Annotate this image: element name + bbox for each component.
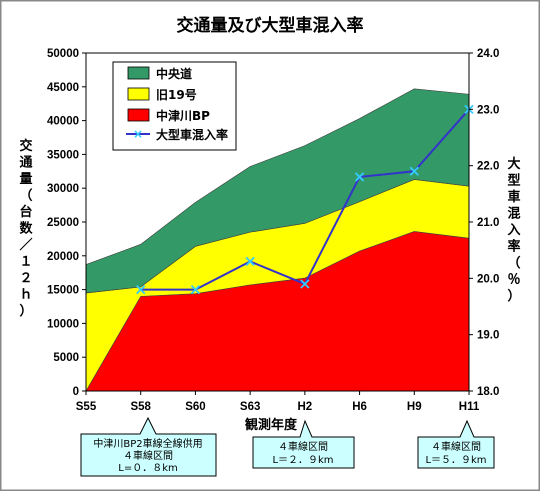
annotation-1: 中津川BP2車線全線供用 ４車線区間 L=０．８km — [80, 416, 217, 477]
x-tick-label-6: H9 — [407, 401, 422, 413]
ratio-point-0 — [136, 284, 146, 295]
ratio-point-5 — [409, 166, 419, 176]
annotation-2: ４車線区間 L＝２．９km — [252, 419, 355, 469]
annotation-1-line-3: L=０．８km — [118, 463, 177, 474]
y2-tick-label-3: 21.0 — [477, 217, 499, 229]
y2-tick-label-0: 18.0 — [477, 386, 499, 398]
y-tick-label-2: 10000 — [47, 318, 79, 330]
left-axis-ticks: 0 5000 10000 15000 20000 25000 30000 35000 40000… — [47, 48, 86, 398]
chart-title: 交通量及び大型車混入率 — [177, 15, 364, 36]
x-axis-ticks: S55 S58 S60 S63 H2 H6 H9 H11 — [76, 391, 480, 413]
x-tick-label-1: S58 — [130, 401, 151, 413]
y-tick-label-0: 0 — [73, 386, 79, 398]
y-axis-label-char-9: ｈ — [19, 288, 32, 303]
legend-swatch-chuodo — [127, 66, 150, 80]
legend-label-ratio: 大型車混入率 — [156, 127, 228, 142]
y-axis-label-char-7: １ — [19, 255, 32, 270]
ratio-point-3 — [300, 279, 310, 289]
y2-axis-label-char-0: 大 — [507, 156, 520, 172]
y-tick-label-6: 30000 — [47, 183, 79, 195]
y-tick-label-4: 20000 — [47, 251, 79, 263]
y-axis-label-char-0: 交 — [19, 138, 32, 154]
y-axis-label-char-10: ） — [19, 303, 32, 319]
annotation-2-line-2: L＝２．９km — [272, 455, 333, 466]
y2-axis-label: 大型車混入率（ ％） — [507, 156, 520, 304]
y-tick-label-7: 35000 — [47, 149, 79, 161]
legend-label-nakatsugawa-bp: 中津川BP — [156, 108, 210, 123]
annotation-1-line-2: ４車線区間 — [123, 449, 173, 462]
y-axis-label-char-4: 台 — [19, 204, 32, 220]
y-axis-label-char-2: 量 — [19, 172, 32, 187]
y2-axis-label-char-1: 型 — [507, 173, 520, 189]
y2-axis-label-char-4: 入 — [507, 223, 520, 238]
y2-tick-label-5: 23.0 — [477, 104, 499, 116]
y2-axis-label-char-7: ％ — [507, 273, 520, 288]
annotation-3-line-2: L＝５．９km — [425, 455, 486, 466]
y2-axis-label-char-2: 車 — [507, 189, 520, 205]
annotation-2-callout — [252, 419, 355, 469]
x-tick-label-3: S63 — [240, 401, 260, 413]
x-tick-label-4: H2 — [298, 401, 313, 413]
annotation-2-line-1: ４車線区間 — [278, 440, 328, 453]
ratio-point-4 — [354, 172, 365, 182]
legend-label-kyu19: 旧19号 — [156, 87, 197, 102]
annotation-1-callout — [80, 416, 217, 477]
x-axis-label: 観測年度 — [244, 417, 298, 433]
y-tick-label-5: 25000 — [47, 217, 79, 229]
y-axis-label-char-8: ２ — [19, 271, 32, 286]
x-tick-label-7: H11 — [459, 401, 480, 413]
y2-axis-label-char-6: （ — [507, 255, 520, 271]
y-tick-label-3: 15000 — [47, 285, 79, 297]
y-axis-label: 交通量（台数／ １２ ｈ） — [19, 138, 33, 319]
y-tick-label-1: 5000 — [53, 352, 79, 364]
y-tick-label-9: 45000 — [47, 82, 79, 94]
y2-tick-label-2: 20.0 — [477, 273, 499, 285]
y2-axis-label-char-5: 率 — [507, 239, 520, 255]
y2-axis-label-char-3: 混 — [507, 207, 520, 222]
y2-tick-label-1: 19.0 — [477, 330, 499, 342]
legend-label-chuodo: 中央道 — [156, 66, 192, 81]
y-axis-label-char-5: 数 — [19, 221, 33, 237]
y-tick-label-8: 40000 — [47, 116, 79, 128]
y-axis-label-char-6: ／ — [19, 237, 32, 253]
annotation-3-callout — [417, 419, 495, 469]
y-axis-label-char-1: 通 — [19, 155, 32, 171]
y-tick-label-10: 50000 — [47, 48, 79, 60]
y2-axis-label-char-8: ） — [507, 288, 520, 304]
x-tick-label-2: S60 — [185, 401, 205, 413]
y2-tick-label-6: 24.0 — [477, 48, 499, 60]
annotation-3-line-1: ４車線区間 — [431, 440, 481, 453]
right-axis-ticks: 18.0 19.0 20.0 21.0 22.0 23.0 24.0 — [469, 48, 499, 398]
x-tick-label-0: S55 — [76, 401, 97, 413]
legend-swatch-kyu19 — [127, 87, 150, 101]
annotation-1-line-1: 中津川BP2車線全線供用 — [93, 437, 202, 450]
legend: 中央道 旧19号 中津川BP × 大型車混入率 — [112, 61, 237, 151]
annotation-3: ４車線区間 L＝５．９km — [417, 419, 495, 469]
x-tick-label-5: H6 — [352, 401, 367, 413]
legend-swatch-nakatsugawa-bp — [127, 108, 150, 122]
y2-tick-label-4: 22.0 — [477, 161, 499, 173]
ratio-point-2 — [245, 256, 255, 267]
legend-marker-ratio: × — [133, 127, 143, 141]
y-axis-label-char-3: （ — [19, 188, 32, 204]
ratio-point-1 — [190, 284, 201, 295]
